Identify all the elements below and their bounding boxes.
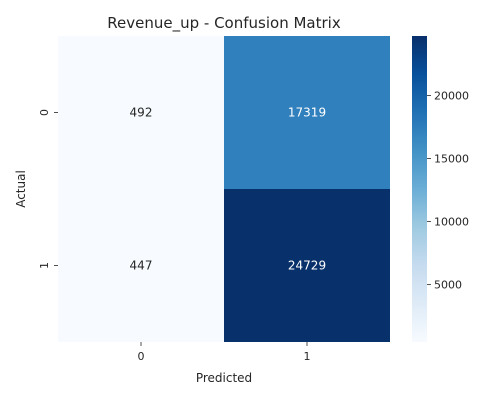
colorbar-axis: 5000 10000 15000 20000 — [427, 90, 469, 292]
cell-value-1-1: 24729 — [288, 259, 326, 273]
heatmap-cell-1-0 — [58, 189, 224, 342]
x-tick-label-1: 1 — [304, 350, 311, 363]
colorbar-tick-label-2: 15000 — [434, 153, 469, 166]
cell-value-1-0: 447 — [130, 259, 153, 273]
heatmap-cell-labels: 492 17319 447 24729 — [130, 106, 327, 273]
chart-title: Revenue_up - Confusion Matrix — [107, 14, 341, 33]
y-tick-label-1: 1 — [38, 262, 51, 269]
colorbar-tick-label-3: 20000 — [434, 90, 469, 103]
x-tick-label-0: 0 — [138, 350, 145, 363]
heatmap-cells — [58, 36, 390, 342]
y-tick-label-0: 0 — [38, 109, 51, 116]
x-axis-label: Predicted — [196, 371, 252, 385]
y-axis-label: Actual — [14, 170, 28, 208]
colorbar-tick-label-1: 10000 — [434, 216, 469, 229]
heatmap-cell-0-1 — [224, 36, 390, 189]
colorbar-tick-label-0: 5000 — [434, 279, 462, 292]
cell-value-0-1: 17319 — [288, 106, 326, 120]
colorbar — [412, 36, 427, 342]
cell-value-0-0: 492 — [130, 106, 153, 120]
y-axis: 01 — [38, 109, 58, 269]
heatmap-cell-1-1 — [224, 189, 390, 342]
heatmap-cell-0-0 — [58, 36, 224, 189]
